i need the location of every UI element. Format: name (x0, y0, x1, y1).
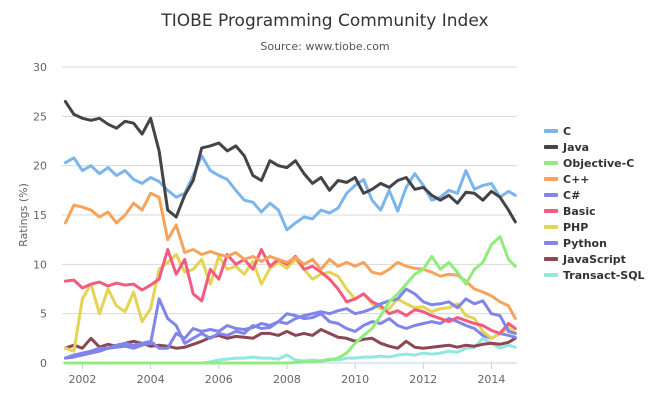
x-tick-label: 2004 (137, 373, 165, 386)
y-axis: 0 5 10 15 20 25 30 (33, 61, 47, 370)
legend-label: Basic (563, 204, 596, 218)
legend-item-c-[interactable]: C# (544, 187, 645, 203)
legend-swatch (544, 225, 558, 229)
legend-swatch (544, 161, 558, 165)
legend-item-objective-c[interactable]: Objective-C (544, 155, 645, 171)
chart-title: TIOBE Programming Community Index (161, 11, 489, 31)
series-line-c[interactable] (63, 154, 517, 232)
legend-swatch (544, 273, 558, 277)
y-tick-label: 0 (40, 357, 47, 370)
legend-label: JavaScript (563, 252, 626, 266)
x-tick-label: 2012 (409, 373, 437, 386)
legend-item-c[interactable]: C (544, 123, 645, 139)
series-line-c-[interactable] (63, 287, 517, 360)
legend-item-c-[interactable]: C++ (544, 171, 645, 187)
series-line-php[interactable] (63, 253, 517, 353)
legend-swatch (544, 193, 558, 197)
legend-label: Transact-SQL (563, 268, 645, 282)
x-axis: 2002 2004 2006 2008 2010 2012 2014 (68, 363, 505, 386)
grid-lines (62, 66, 517, 364)
series-line-java[interactable] (63, 100, 517, 224)
x-tick-label: 2006 (205, 373, 233, 386)
x-tick-label: 2014 (477, 373, 505, 386)
legend-item-transact-sql[interactable]: Transact-SQL (544, 267, 645, 283)
legend-label: C# (563, 188, 581, 202)
legend-swatch (544, 129, 558, 133)
chart-subtitle: Source: www.tiobe.com (260, 40, 390, 53)
y-tick-label: 5 (40, 308, 47, 321)
y-tick-label: 20 (33, 160, 47, 173)
legend-item-python[interactable]: Python (544, 235, 645, 251)
legend: C Java Objective-C C++ C# Basic PHP Python JavaS… (544, 123, 645, 283)
legend-swatch (544, 145, 558, 149)
y-axis-title: Ratings (%) (17, 183, 30, 247)
y-tick-label: 15 (33, 209, 47, 222)
x-tick-label: 2002 (68, 373, 96, 386)
legend-label: C (563, 124, 572, 138)
legend-label: Java (563, 140, 590, 154)
legend-label: C++ (563, 172, 590, 186)
series-line-objective-c[interactable] (63, 235, 517, 365)
x-tick-label: 2010 (341, 373, 369, 386)
legend-swatch (544, 177, 558, 181)
legend-label: Python (563, 236, 607, 250)
legend-item-java[interactable]: Java (544, 139, 645, 155)
series-line-c-[interactable] (63, 191, 517, 321)
series-line-python[interactable] (63, 297, 517, 360)
x-tick-label: 2008 (273, 373, 301, 386)
y-tick-label: 25 (33, 110, 47, 123)
legend-label: PHP (563, 220, 589, 234)
legend-swatch (544, 241, 558, 245)
legend-swatch (544, 257, 558, 261)
legend-item-basic[interactable]: Basic (544, 203, 645, 219)
legend-swatch (544, 209, 558, 213)
y-tick-label: 30 (33, 61, 47, 74)
y-tick-label: 10 (33, 258, 47, 271)
legend-label: Objective-C (563, 156, 635, 170)
series-lines (63, 100, 517, 365)
legend-item-php[interactable]: PHP (544, 219, 645, 235)
legend-item-javascript[interactable]: JavaScript (544, 251, 645, 267)
